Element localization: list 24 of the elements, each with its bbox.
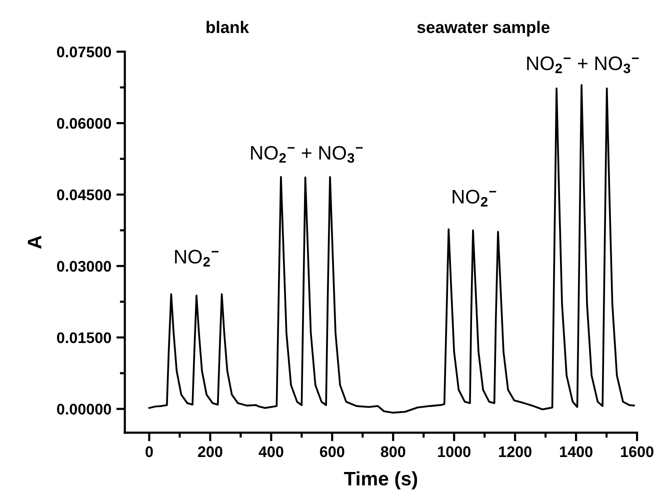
y-axis-title: A bbox=[28, 236, 42, 249]
x-axis-title: Time (s) bbox=[344, 471, 418, 490]
line-series bbox=[148, 84, 635, 414]
annotation: NO$_{2}$$^{−}$ + NO$_{3}$$^{−}$ bbox=[251, 146, 363, 163]
text: seawater sample bbox=[417, 20, 550, 36]
y-tick-label: 0.04500 bbox=[57, 189, 112, 200]
x-tick-label: 600 bbox=[320, 446, 344, 458]
text: blank bbox=[206, 20, 250, 34]
x-tick-label: 1000 bbox=[438, 446, 470, 458]
x-tick-label: 1400 bbox=[560, 446, 592, 458]
y-tick-label: 0.06000 bbox=[57, 118, 112, 129]
y-tick-label: 0.07500 bbox=[57, 46, 112, 58]
x-tick-label: 0 bbox=[146, 446, 153, 458]
x-tick-label: 800 bbox=[380, 446, 406, 458]
y-tick-label: 0.01500 bbox=[57, 332, 112, 344]
y-tick-label: 0.03000 bbox=[57, 260, 112, 272]
y-tick-label: 0.00000 bbox=[57, 404, 112, 415]
x-tick-label: 1600 bbox=[620, 446, 654, 458]
x-tick-label: 200 bbox=[198, 446, 222, 458]
annotation: NO$_{2}$$^{−}$ bbox=[452, 190, 496, 206]
x-tick-label: 1200 bbox=[499, 446, 532, 458]
annotation: NO$_{2}$$^{−}$ bbox=[175, 250, 218, 266]
annotation: NO$_{2}$$^{−}$ + NO$_{3}$$^{−}$ bbox=[527, 56, 639, 74]
x-tick-label: 400 bbox=[258, 446, 284, 458]
